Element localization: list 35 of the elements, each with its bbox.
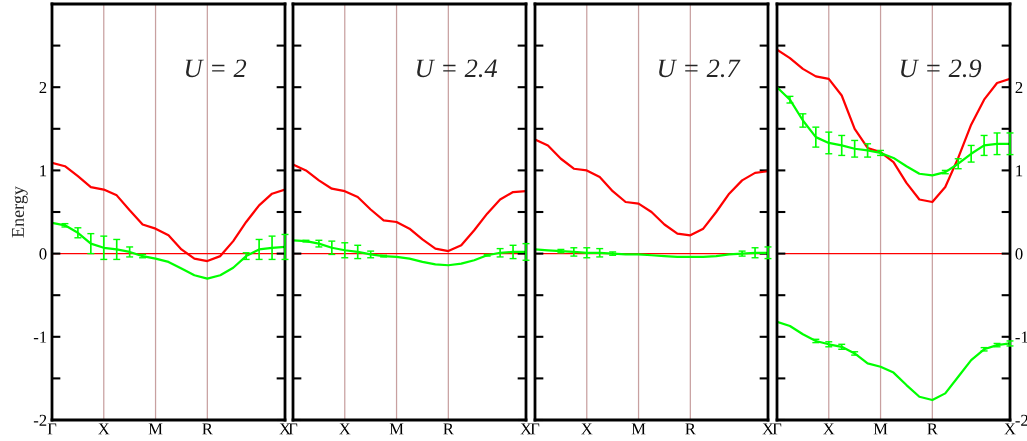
- x-tick-label: Γ: [530, 423, 540, 435]
- x-tick-label: X: [823, 423, 835, 435]
- y-tick-label: -1: [1015, 331, 1027, 343]
- y-tick-label: 1: [40, 165, 47, 177]
- y-tick-label: 1: [1016, 165, 1023, 177]
- x-tick-label: M: [148, 423, 163, 435]
- annotation: U = 2.9: [901, 59, 982, 78]
- annotation: U = 2.4: [417, 59, 498, 78]
- y-tick-label: 2: [1015, 81, 1023, 93]
- y-tick-label: -1: [33, 331, 47, 343]
- x-tick-label: X: [339, 423, 351, 435]
- y-tick-label: 0: [1015, 248, 1023, 260]
- x-tick-label: X: [1004, 423, 1016, 435]
- x-tick-label: R: [927, 423, 938, 435]
- x-tick-label: X: [98, 423, 110, 435]
- y-tick-label: -2: [33, 414, 47, 426]
- y-tick-label: 2: [39, 81, 47, 93]
- x-tick-label: Γ: [772, 423, 782, 435]
- x-tick-label: X: [581, 423, 593, 435]
- y-axis-title: Energy: [11, 186, 28, 238]
- annotation: U = 2.7: [659, 59, 741, 78]
- annotation: U = 2: [185, 59, 247, 78]
- y-tick-label: -2: [1015, 414, 1027, 426]
- x-tick-label: Γ: [288, 423, 298, 435]
- x-tick-label: X: [520, 423, 532, 435]
- x-tick-label: R: [443, 423, 454, 435]
- y-tick-label: 0: [39, 248, 47, 260]
- x-tick-label: X: [279, 423, 291, 435]
- x-tick-label: M: [389, 423, 404, 435]
- x-tick-label: M: [631, 423, 646, 435]
- x-tick-label: R: [202, 423, 213, 435]
- x-tick-label: M: [873, 423, 888, 435]
- x-tick-label: X: [762, 423, 774, 435]
- x-tick-label: R: [685, 423, 696, 435]
- x-tick-label: Γ: [47, 423, 57, 435]
